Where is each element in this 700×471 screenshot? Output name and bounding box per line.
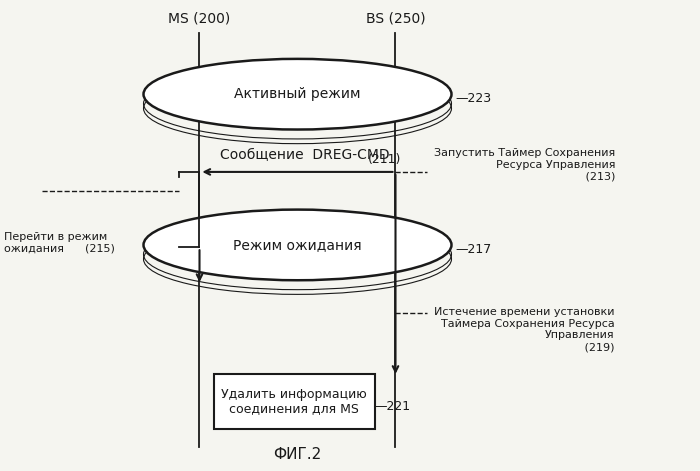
Text: (211): (211) — [368, 153, 401, 166]
Text: Перейти в режим
ожидания      (215): Перейти в режим ожидания (215) — [4, 232, 114, 253]
Text: —223: —223 — [455, 92, 491, 106]
Text: Активный режим: Активный режим — [234, 87, 360, 101]
Text: —217: —217 — [455, 243, 491, 256]
Text: Удалить информацию
соединения для MS: Удалить информацию соединения для MS — [221, 388, 367, 415]
Text: BS (250): BS (250) — [365, 12, 426, 26]
Text: Сообщение  DREG-CMD: Сообщение DREG-CMD — [220, 147, 389, 162]
Ellipse shape — [144, 59, 452, 130]
Text: Истечение времени установки
Таймера Сохранения Ресурса
Управления
           (21: Истечение времени установки Таймера Сохр… — [434, 307, 615, 352]
Text: MS (200): MS (200) — [169, 12, 230, 26]
Text: Запустить Таймер Сохранения
Ресурса Управления
           (213): Запустить Таймер Сохранения Ресурса Упра… — [434, 148, 615, 181]
Ellipse shape — [144, 210, 452, 280]
Text: ФИГ.2: ФИГ.2 — [274, 447, 321, 462]
FancyBboxPatch shape — [214, 374, 374, 429]
Text: —221: —221 — [374, 400, 411, 413]
Text: Режим ожидания: Режим ожидания — [233, 238, 362, 252]
